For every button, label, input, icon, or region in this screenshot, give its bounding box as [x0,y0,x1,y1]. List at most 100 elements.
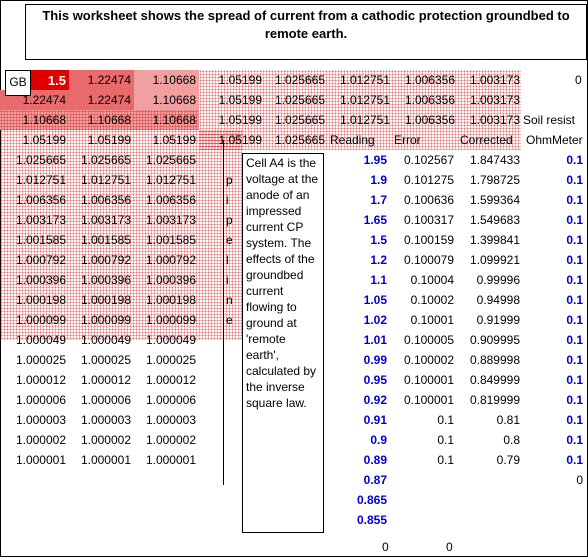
grid-cell-r14-c1: 1.000049 [15,333,66,347]
pipeline-letter: n [226,293,233,307]
gradient-b1 [69,70,134,90]
grid-cell-r3-c6: 1.012751 [339,113,390,127]
table-cell-r12-c2: 0.100001 [403,373,454,387]
grid-cell-r9-c2: 1.001585 [80,233,131,247]
grid-cell-r4-c5: 1.025665 [274,133,325,147]
dotted-region-left [0,130,242,340]
title-textbox: This worksheet shows the spread of curre… [25,4,587,60]
table-cell-r10-c3: 0.909995 [469,333,520,347]
table-cell-r1-c3: 1.847433 [469,153,520,167]
grid-cell-r19-c1: 1.000002 [15,433,66,447]
table-cell-r9-c3: 0.91999 [476,313,520,327]
table-cell-r17-c4: 0 [576,473,583,487]
pipeline-letter: l [226,253,229,267]
gradient-c2 [134,90,199,110]
table-cell-r9-c4: 0.1 [566,313,583,327]
grid-cell-r2-c8: 1.003173 [469,93,520,107]
grid-cell-r13-c1: 1.000099 [15,313,66,327]
grid-cell-r1-c4: 1.05199 [218,73,262,87]
grid-cell-r6-c3: 1.012751 [145,173,196,187]
grid-cell-r2-c2: 1.22474 [87,93,131,107]
table-cell-r11-c2: 0.100002 [403,353,454,367]
grid-cell-r3-c5: 1.025665 [274,113,325,127]
table-cell-r10-c2: 0.100005 [403,333,454,347]
header-corrected: Corrected [460,133,513,147]
grid-cell-r1-c6: 1.012751 [339,73,390,87]
table-cell-r8-c3: 0.94998 [476,293,520,307]
grid-cell-r3-c2: 1.10668 [87,113,131,127]
grid-cell-r14-c3: 1.000049 [145,333,196,347]
table-cell-r17-c1: 0.87 [363,473,387,487]
pipeline-line [223,140,224,485]
table-cell-r16-c2: 0.1 [437,453,454,467]
table-cell-r19-c1: 0.855 [356,513,387,527]
grid-cell-r1-c1: 1.5 [47,73,66,88]
grid-cell-r1-c7: 1.006356 [404,73,455,87]
grid-cell-r9-c1: 1.001585 [15,233,66,247]
pipeline-letter: i [226,193,229,207]
grid-cell-r2-c1: 1.22474 [22,93,66,107]
grid-cell-r7-c2: 1.006356 [80,193,131,207]
table-cell-r3-c3: 1.599364 [469,193,520,207]
grid-cell-r4-c1: 1.05199 [22,133,66,147]
table-cell-r13-c3: 0.819999 [469,393,520,407]
grid-cell-r10-c1: 1.000792 [15,253,66,267]
gradient-a1 [29,70,69,90]
grid-cell-r13-c3: 1.000099 [145,313,196,327]
table-cell-r7-c4: 0.1 [566,273,583,287]
grid-cell-r3-c1: 1.10668 [22,113,66,127]
grid-cell-r4-c4: 1.05199 [218,133,262,147]
table-cell-r12-c3: 0.849999 [469,373,520,387]
grid-cell-r16-c1: 1.000012 [15,373,66,387]
table-cell-r8-c1: 1.05 [363,293,387,307]
grid-cell-r17-c2: 1.000006 [80,393,131,407]
grid-cell-r3-c7: 1.006356 [404,113,455,127]
bottom-zero-1: 0 [382,540,389,554]
table-cell-r13-c1: 0.92 [363,393,387,407]
table-cell-r10-c1: 1.01 [363,333,387,347]
table-cell-r18-c1: 0.865 [356,493,387,507]
grid-cell-r5-c3: 1.025665 [145,153,196,167]
table-cell-r2-c2: 0.101275 [403,173,454,187]
grid-cell-r15-c2: 1.000025 [80,353,131,367]
table-cell-r16-c4: 0.1 [566,453,583,467]
table-cell-r7-c2: 0.10004 [410,273,454,287]
table-cell-r6-c3: 1.099921 [469,253,520,267]
table-cell-r13-c4: 0.1 [566,393,583,407]
table-cell-r6-c2: 0.100079 [403,253,454,267]
grid-cell-r20-c3: 1.000001 [145,453,196,467]
grid-cell-r11-c1: 1.000396 [15,273,66,287]
grid-cell-r2-c5: 1.025665 [274,93,325,107]
table-cell-r3-c2: 0.100636 [403,193,454,207]
grid-cell-r17-c1: 1.000006 [15,393,66,407]
table-cell-r7-c3: 0.99996 [476,273,520,287]
grid-cell-r19-c3: 1.000002 [145,433,196,447]
grid-cell-r7-c1: 1.006356 [15,193,66,207]
grid-cell-r12-c3: 1.000198 [145,293,196,307]
table-cell-r6-c1: 1.2 [370,253,387,267]
table-cell-r14-c4: 0.1 [566,413,583,427]
grid-cell-r2-c6: 1.012751 [339,93,390,107]
grid-cell-r16-c3: 1.000012 [145,373,196,387]
grid-cell-r1-c2: 1.22474 [87,73,131,87]
table-cell-r11-c1: 0.99 [363,353,387,367]
table-cell-r6-c4: 0.1 [566,253,583,267]
grid-cell-r1-c5: 1.025665 [274,73,325,87]
grid-cell-r2-c4: 1.05199 [218,93,262,107]
table-cell-r3-c4: 0.1 [566,193,583,207]
grid-cell-r8-c1: 1.003173 [15,213,66,227]
table-cell-r15-c2: 0.1 [437,433,454,447]
grid-cell-r19-c2: 1.000002 [80,433,131,447]
grid-cell-r18-c1: 1.000003 [15,413,66,427]
grid-cell-r16-c2: 1.000012 [80,373,131,387]
table-cell-r11-c3: 0.889998 [469,353,520,367]
pipeline-letter: i [226,273,229,287]
table-cell-r14-c3: 0.81 [496,413,520,427]
grid-cell-r11-c3: 1.000396 [145,273,196,287]
grid-cell-r12-c2: 1.000198 [80,293,131,307]
pipeline-letter: e [226,233,233,247]
grid-cell-r8-c2: 1.003173 [80,213,131,227]
table-cell-r9-c1: 1.02 [363,313,387,327]
grid-cell-r20-c1: 1.000001 [15,453,66,467]
table-cell-r5-c1: 1.5 [370,233,387,247]
